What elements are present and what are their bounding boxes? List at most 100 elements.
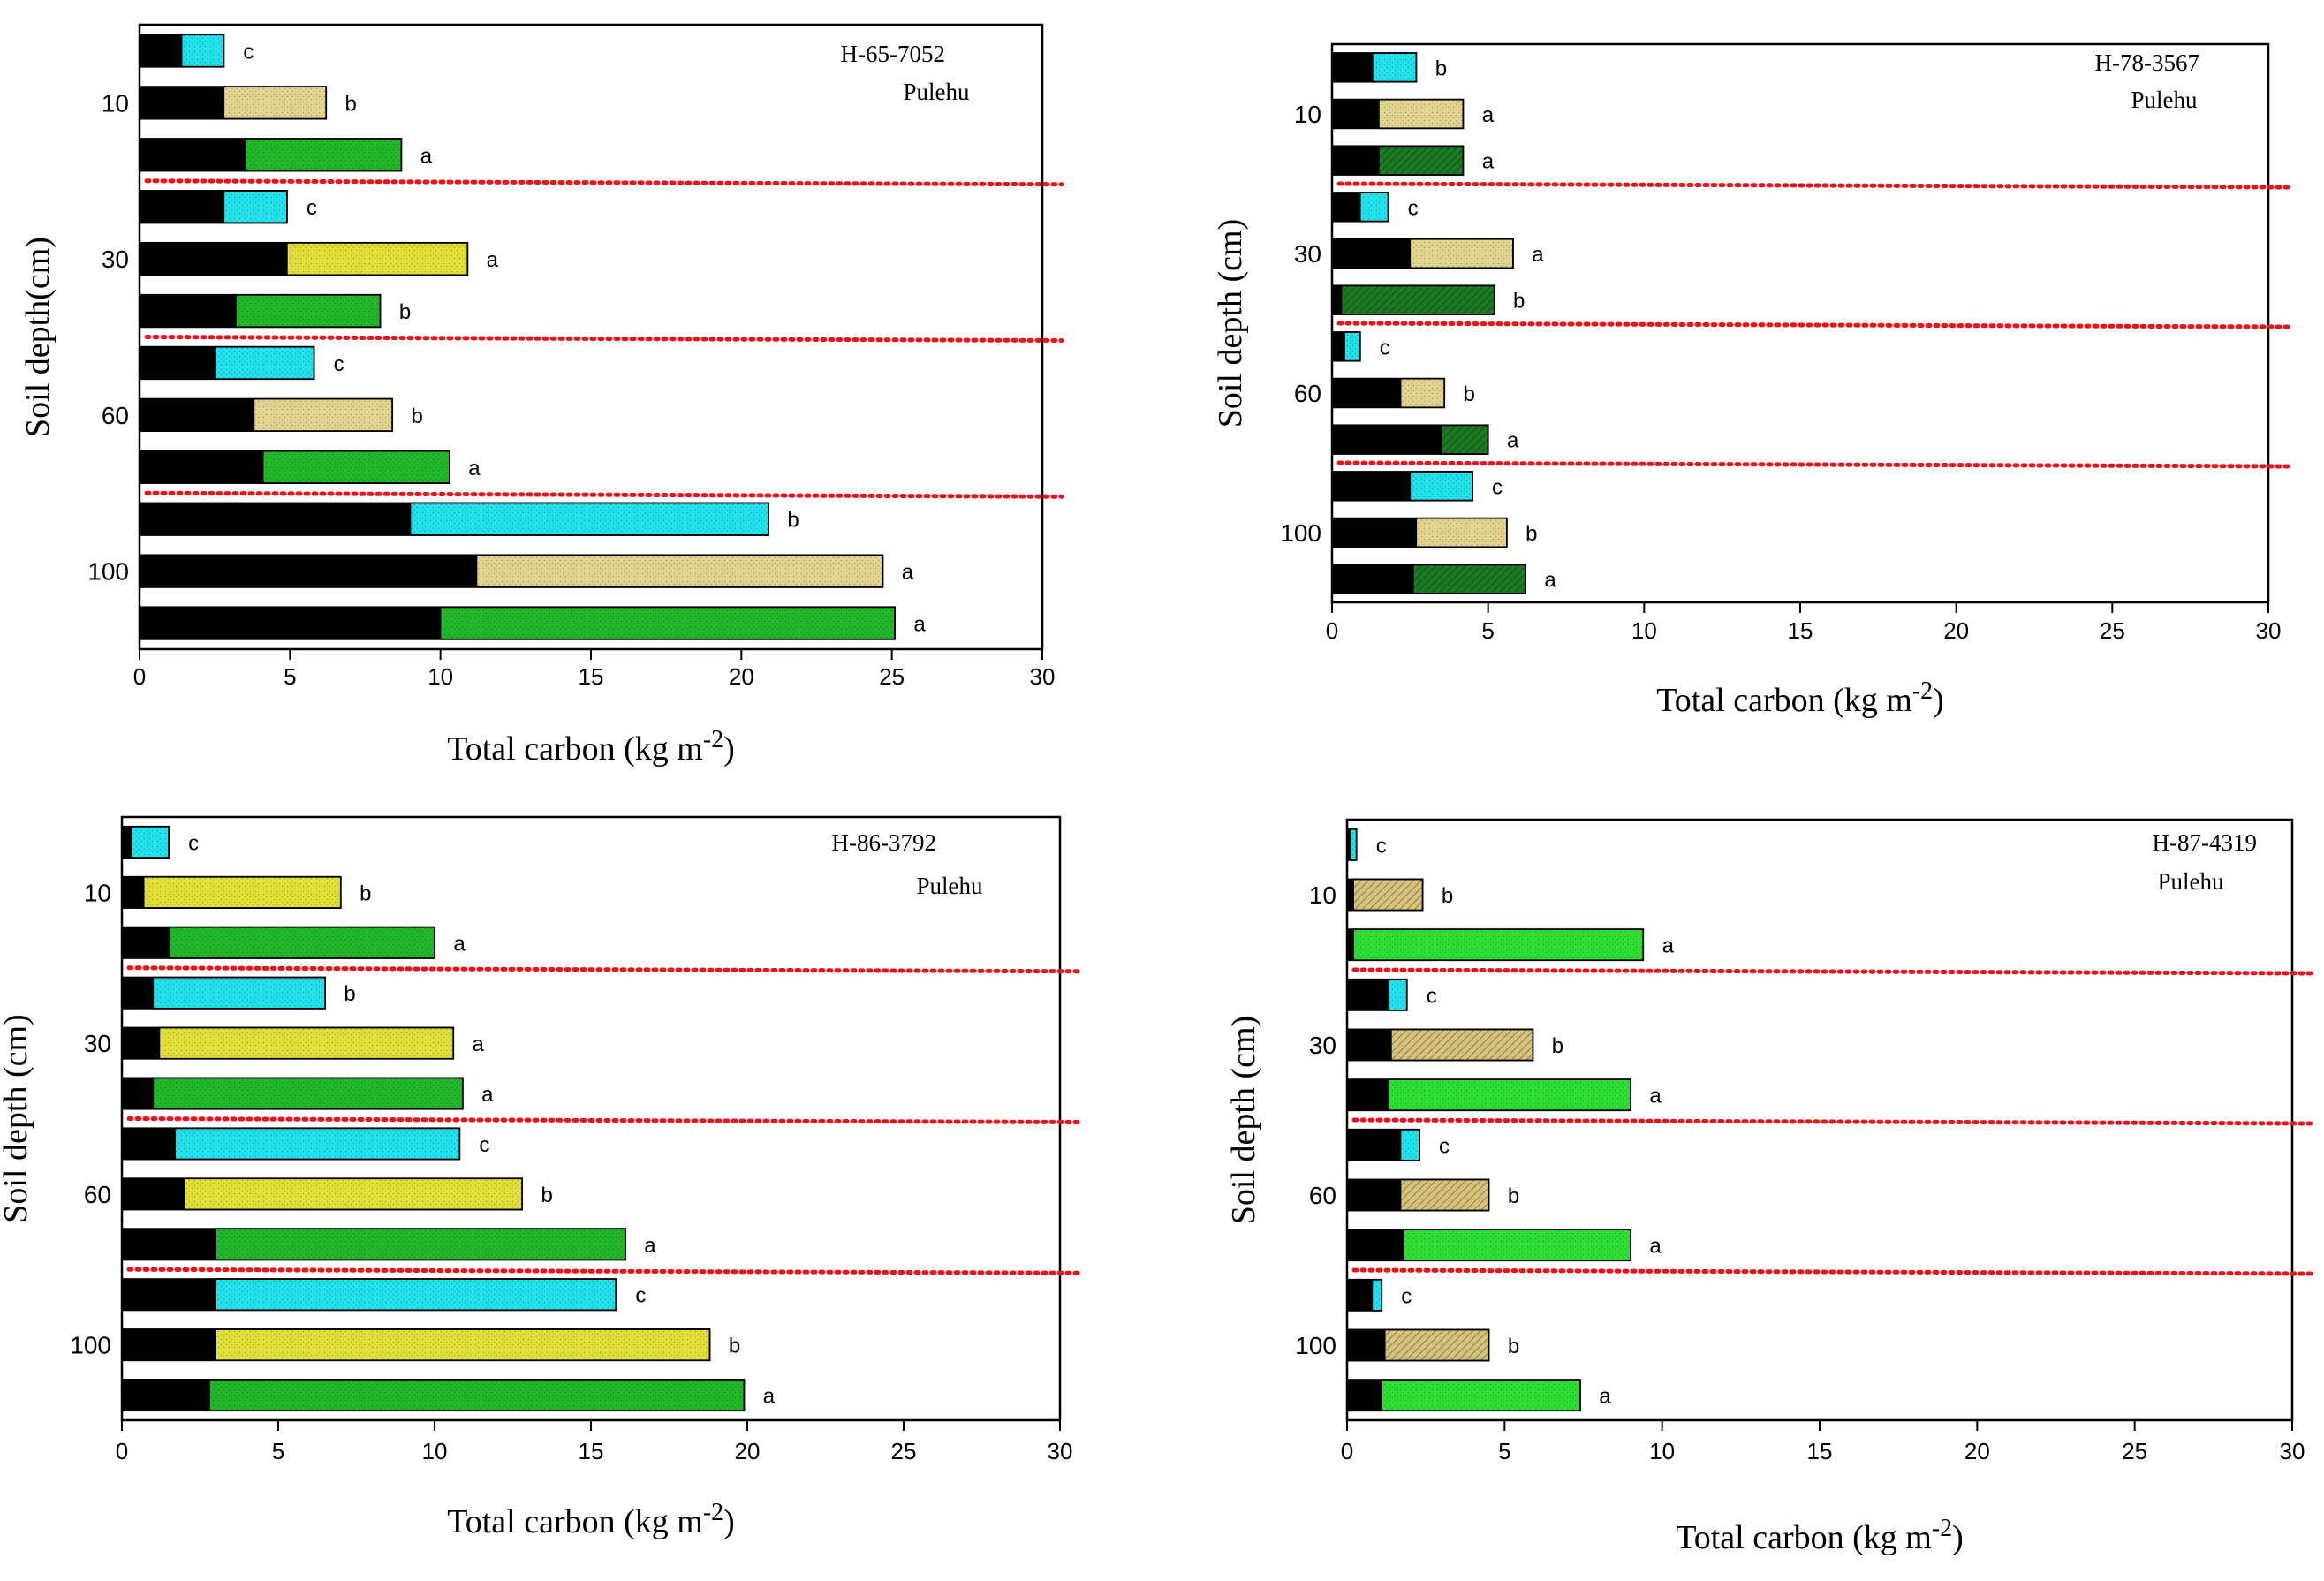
- bar-inner-segment: [122, 1229, 216, 1260]
- bar-inner-segment: [140, 294, 237, 328]
- significance-letter: a: [420, 144, 433, 168]
- bar-texture: [1359, 193, 1389, 222]
- bar-outline: [121, 1278, 617, 1312]
- significance-letter: b: [1435, 57, 1447, 80]
- bar-inner-segment: [122, 876, 144, 909]
- significance-letter: b: [1442, 884, 1453, 908]
- bar-inner-segment: [140, 398, 254, 432]
- bar-30cm-bright_yellow: a: [139, 241, 499, 276]
- significance-letter: c: [1401, 1284, 1412, 1308]
- bar-outline: [1346, 1328, 1490, 1362]
- bar-60cm-dark_green: a: [1331, 424, 1519, 455]
- bar-30cm-olive_tan: b: [1346, 1028, 1563, 1062]
- chart-panel-1: c b a c a b c b a b a a 10 30 60 100 0 5 10 15 20 25 30 H-65-70…: [19, 23, 1064, 768]
- bar-inner-segment: [122, 1128, 176, 1160]
- bar-30cm-dark_green: b: [1331, 284, 1525, 315]
- significance-letter: c: [1408, 196, 1419, 220]
- bar-outline: [121, 825, 170, 859]
- bar-inner-segment: [122, 826, 132, 859]
- bar-inner-segment: [1332, 99, 1379, 129]
- bar-100cm-tan: a: [139, 554, 914, 588]
- bar-outline: [139, 450, 450, 484]
- significance-letter: a: [1662, 934, 1675, 958]
- depth-separator-line: [1336, 321, 2290, 329]
- depth-tick-label: 60: [1294, 380, 1321, 407]
- significance-letter: a: [902, 561, 914, 585]
- bar-texture: [181, 34, 224, 67]
- bar-30cm-cyan: b: [121, 976, 356, 1010]
- bar-60cm-bright_yellow: b: [121, 1177, 553, 1211]
- x-tick-label: 20: [1943, 617, 1969, 644]
- x-tick-label: 25: [879, 663, 905, 690]
- bar-texture: [216, 1328, 710, 1361]
- depth-separator-line: [126, 1267, 1082, 1275]
- bar-outline: [1331, 377, 1446, 409]
- bar-texture: [131, 826, 170, 859]
- x-tick-label: 5: [272, 1438, 284, 1464]
- bar-texture: [1400, 1129, 1420, 1161]
- bar-inner-segment: [122, 1178, 185, 1210]
- bar-outline: [1346, 1178, 1490, 1212]
- bar-inner-segment: [1332, 53, 1373, 82]
- bar-inner-segment: [1347, 1329, 1385, 1361]
- bar-inner-segment: [1332, 564, 1413, 594]
- bar-texture: [209, 1379, 745, 1411]
- depth-separator-line: [144, 335, 1064, 343]
- bar-outline: [1331, 145, 1465, 176]
- bar-inner-segment: [122, 1078, 154, 1109]
- bar-texture: [1441, 425, 1488, 454]
- bar-outline: [121, 1077, 464, 1110]
- bar-100cm-green: a: [139, 606, 926, 640]
- bar-texture: [236, 294, 381, 328]
- bar-inner-segment: [140, 346, 216, 380]
- bar-outline: [121, 1177, 524, 1211]
- bar-10cm-tan: b: [139, 86, 357, 120]
- significance-letter: a: [1649, 1085, 1662, 1108]
- significance-letter: c: [307, 196, 317, 220]
- bar-inner-segment: [140, 242, 287, 276]
- bar-texture: [1379, 99, 1464, 129]
- bar-texture: [169, 927, 435, 958]
- significance-letter: a: [763, 1385, 776, 1409]
- bar-inner-segment: [1347, 1029, 1391, 1061]
- depth-tick-label: 100: [1295, 1332, 1336, 1359]
- bar-outline: [1331, 192, 1389, 223]
- bar-texture: [476, 555, 883, 587]
- significance-letter: b: [1552, 1034, 1563, 1058]
- bar-inner-segment: [1347, 1179, 1401, 1211]
- bar-texture: [1404, 1229, 1631, 1261]
- bar-outline: [1346, 1379, 1581, 1412]
- bar-60cm-bright_green: a: [1346, 1229, 1662, 1262]
- chart-panel-4: c b a c b a c b a c b a 10 30 60 100 0 5 10 15 20 25 30 H-87-43…: [1225, 818, 2314, 1556]
- bar-60cm-cyan: c: [121, 1127, 489, 1161]
- bar-inner-segment: [140, 87, 224, 119]
- x-tick-label: 30: [1048, 1438, 1073, 1464]
- x-tick-label: 15: [1788, 617, 1813, 644]
- bar-30cm-bright_yellow: a: [121, 1026, 485, 1060]
- significance-letter: a: [1599, 1385, 1611, 1409]
- x-tick-label: 15: [1807, 1438, 1833, 1464]
- significance-letter: c: [1376, 834, 1387, 858]
- significance-letter: c: [1427, 984, 1437, 1008]
- x-tick-label: 30: [1030, 663, 1056, 690]
- chart-title: H-65-7052: [841, 41, 945, 67]
- bar-texture: [184, 1178, 523, 1210]
- bar-outline: [139, 190, 288, 224]
- bar-60cm-cyan: c: [139, 345, 344, 381]
- bar-inner-segment: [1332, 378, 1401, 408]
- x-tick-label: 10: [428, 663, 453, 690]
- depth-separator-line: [144, 178, 1064, 187]
- x-tick-label: 30: [2256, 617, 2282, 644]
- bar-outline: [121, 1378, 746, 1412]
- significance-letter: b: [1464, 382, 1475, 406]
- x-tick-label: 20: [1964, 1438, 1990, 1464]
- depth-tick-label: 60: [1309, 1182, 1336, 1209]
- x-tick-label: 25: [2100, 617, 2125, 644]
- bar-outline: [1346, 978, 1408, 1011]
- bar-outline: [1331, 52, 1418, 83]
- depth-tick-label: 60: [84, 1181, 111, 1208]
- bar-10cm-cyan: c: [121, 825, 199, 859]
- bar-inner-segment: [1347, 1129, 1401, 1161]
- significance-letter: a: [473, 1033, 485, 1056]
